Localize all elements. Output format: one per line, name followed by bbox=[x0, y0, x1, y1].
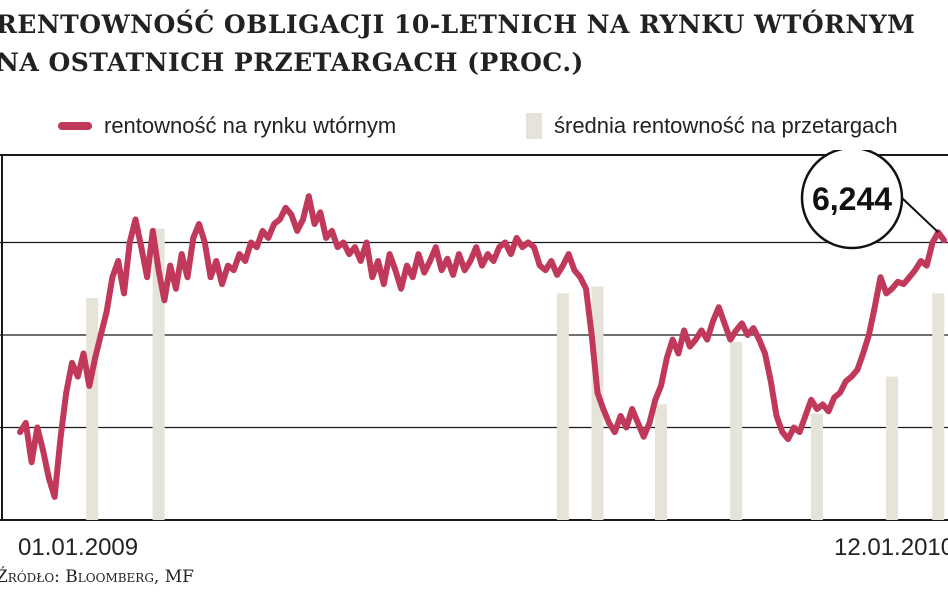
legend-swatch-bar bbox=[526, 113, 542, 139]
legend-swatch-line bbox=[58, 122, 92, 130]
tender-bar bbox=[932, 293, 945, 520]
series-line-secondary-market-yield bbox=[17, 193, 947, 500]
tender-bar bbox=[886, 376, 899, 520]
chart-title-line2: NA OSTATNICH PRZETARGACH (PROC.) bbox=[0, 48, 584, 77]
tender-bar bbox=[810, 413, 823, 520]
tender-bar bbox=[730, 341, 743, 520]
legend: rentowność na rynku wtórnym średnia rent… bbox=[0, 113, 948, 143]
legend-label-bar: średnia rentowność na przetargach bbox=[554, 113, 898, 138]
tender-bars bbox=[86, 228, 945, 520]
tender-bar bbox=[655, 404, 668, 520]
value-callout: 6,244 bbox=[800, 150, 939, 250]
chart-title-line1: RENTOWNOŚĆ OBLIGACJI 10-LETNICH NA RYNKU… bbox=[0, 10, 916, 39]
x-axis-start-label: 01.01.2009 bbox=[18, 534, 139, 561]
source-note: Źródło: Bloomberg, MF bbox=[0, 567, 194, 587]
tender-bar bbox=[152, 228, 165, 520]
chart-plot-area: 6,244 bbox=[0, 150, 948, 521]
legend-item-bar: średnia rentowność na przetargach bbox=[526, 113, 898, 139]
callout-circle bbox=[800, 150, 904, 250]
x-axis-end-label: 12.01.2010 bbox=[834, 534, 948, 561]
legend-item-line: rentowność na rynku wtórnym bbox=[58, 113, 396, 139]
callout-leader-line bbox=[901, 197, 939, 234]
tender-bar bbox=[86, 298, 99, 520]
legend-label-line: rentowność na rynku wtórnym bbox=[104, 113, 397, 138]
tender-bar bbox=[556, 293, 569, 520]
callout-value: 6,244 bbox=[812, 181, 892, 217]
